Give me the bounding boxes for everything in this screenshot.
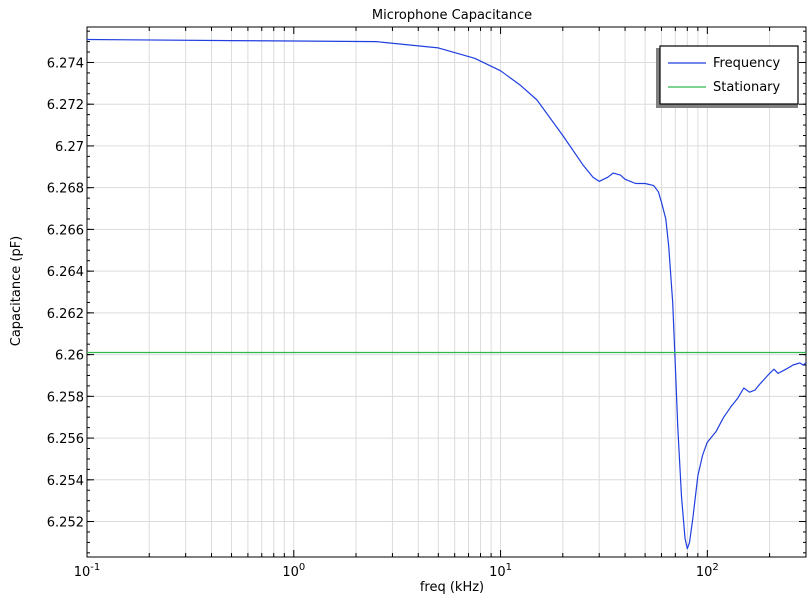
y-tick-label: 6.266 xyxy=(47,223,84,238)
y-tick-label: 6.252 xyxy=(47,516,84,531)
y-tick-label: 6.264 xyxy=(47,265,84,280)
x-tick-label: 102 xyxy=(696,562,719,580)
x-tick-label: 100 xyxy=(282,562,305,580)
axis-ticks xyxy=(86,27,807,557)
y-tick-label: 6.258 xyxy=(47,390,84,405)
y-tick-label: 6.268 xyxy=(47,182,84,197)
legend: Frequency Stationary xyxy=(656,45,799,108)
series-line-frequency xyxy=(86,38,807,550)
axis-tick-labels: 10-1 100 101 102 6.252 6.254 6.256 6.258 6.26 6.2… xyxy=(47,56,719,580)
legend-box xyxy=(659,45,799,105)
y-tick-label: 6.27 xyxy=(55,140,84,155)
legend-label-stationary: Stationary xyxy=(713,80,781,95)
y-tick-label: 6.26 xyxy=(55,349,84,364)
x-tick-label: 101 xyxy=(489,562,512,580)
y-tick-label: 6.254 xyxy=(47,474,84,489)
y-tick-label: 6.262 xyxy=(47,307,84,322)
y-tick-label: 6.274 xyxy=(47,56,84,71)
series-lines xyxy=(86,38,807,550)
y-axis-label: Capacitance (pF) xyxy=(9,236,24,346)
legend-label-frequency: Frequency xyxy=(713,56,780,71)
y-tick-label: 6.272 xyxy=(47,98,84,113)
x-tick-label: 10-1 xyxy=(74,562,101,580)
x-axis-label: freq (kHz) xyxy=(420,580,484,595)
chart-title: Microphone Capacitance xyxy=(372,8,532,23)
grid-lines xyxy=(86,27,807,557)
y-tick-label: 6.256 xyxy=(47,432,84,447)
